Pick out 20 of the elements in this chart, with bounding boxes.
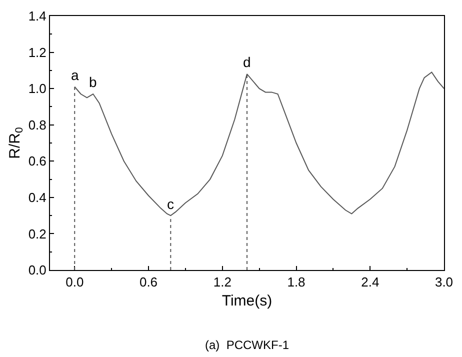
annotation: d bbox=[243, 54, 251, 70]
x-tick-label: 0.0 bbox=[66, 274, 84, 290]
x-tick-label: 0.6 bbox=[139, 274, 158, 290]
y-tick-label: 1.2 bbox=[28, 44, 46, 60]
y-tick-label: 1.4 bbox=[28, 8, 46, 24]
x-tick-label: 3.0 bbox=[434, 274, 454, 290]
annotation: b bbox=[89, 74, 97, 90]
x-axis-title: Time(s) bbox=[222, 292, 272, 310]
y-tick-label: 0.8 bbox=[28, 117, 46, 132]
y-tick-label: 0.6 bbox=[28, 154, 46, 169]
y-tick-label: 0.2 bbox=[28, 226, 46, 242]
y-tick-label: 0.4 bbox=[28, 190, 46, 205]
text: (a) PCCWKF-1 bbox=[205, 338, 290, 352]
x-tick-label: 1.2 bbox=[213, 274, 232, 290]
annotation: c bbox=[167, 196, 174, 212]
annotation: a bbox=[71, 67, 79, 83]
x-tick-label: 2.4 bbox=[361, 274, 380, 290]
y-tick-label: 1.0 bbox=[28, 81, 46, 96]
x-tick-label: 1.8 bbox=[287, 274, 306, 290]
y-tick-label: 0.0 bbox=[28, 262, 46, 278]
